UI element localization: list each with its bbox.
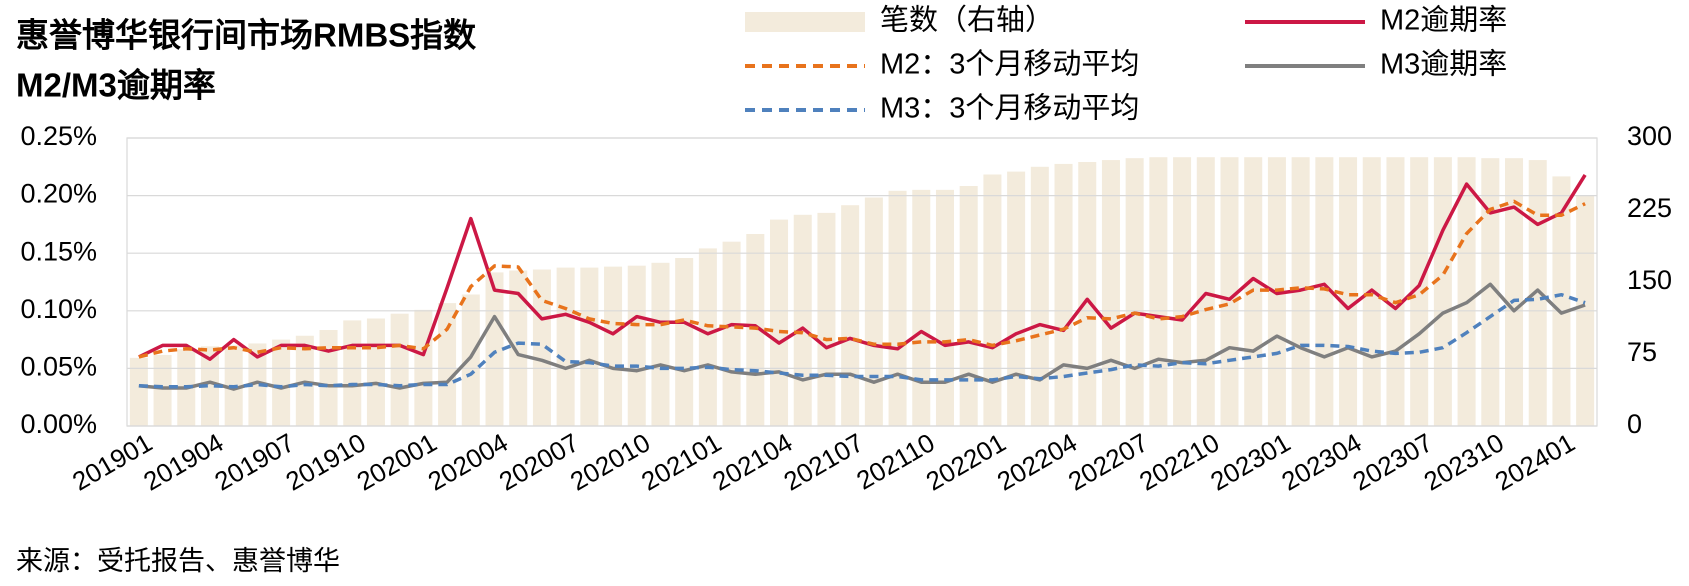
bar xyxy=(532,269,551,426)
bar xyxy=(153,354,172,426)
y2-tick-label: 225 xyxy=(1627,193,1672,223)
bar xyxy=(983,174,1002,426)
chart-subtitle: M2/M3逾期率 xyxy=(16,67,216,104)
x-tick-label: 202110 xyxy=(851,427,939,495)
legend-label: M3：3个月移动平均 xyxy=(880,92,1139,125)
legend-label: M2逾期率 xyxy=(1380,4,1507,37)
y-tick-label: 0.05% xyxy=(20,352,97,382)
bar xyxy=(1078,162,1097,426)
bar xyxy=(959,186,978,426)
bar xyxy=(770,219,789,426)
bar xyxy=(1457,157,1476,426)
bar xyxy=(698,248,717,426)
legend-swatch xyxy=(745,12,865,32)
x-tick-label: 202107 xyxy=(778,427,868,496)
y2-tick-label: 300 xyxy=(1627,121,1672,151)
bar xyxy=(746,234,765,426)
legend-label: M3逾期率 xyxy=(1380,48,1507,81)
bar xyxy=(461,294,480,426)
bar xyxy=(343,320,362,426)
bar xyxy=(651,262,670,426)
x-tick-label: 202007 xyxy=(494,427,584,496)
bar xyxy=(722,241,741,426)
x-tick-label: 202010 xyxy=(565,427,655,496)
bar xyxy=(935,189,954,426)
y-tick-label: 0.00% xyxy=(20,409,97,439)
bar xyxy=(485,272,504,426)
x-tick-label: 202310 xyxy=(1419,427,1509,496)
bar xyxy=(817,212,836,426)
x-tick-label: 202301 xyxy=(1205,427,1295,496)
line-series xyxy=(138,292,1586,389)
x-tick-label: 202207 xyxy=(1063,427,1153,496)
x-tick-label: 202210 xyxy=(1134,427,1224,496)
y-tick-label: 0.20% xyxy=(20,179,97,209)
bar xyxy=(556,267,575,426)
bar xyxy=(1196,157,1215,426)
bar xyxy=(319,330,338,426)
plot-frame xyxy=(126,137,1598,427)
bar xyxy=(1173,157,1192,426)
x-tick-label: 201904 xyxy=(138,427,228,496)
bar xyxy=(912,189,931,426)
bar xyxy=(1007,171,1026,426)
bar xyxy=(248,343,267,426)
x-tick-label: 202307 xyxy=(1347,427,1437,496)
y-tick-label: 0.10% xyxy=(20,294,97,324)
line-series xyxy=(138,199,1586,359)
bar xyxy=(793,214,812,426)
bar xyxy=(1386,157,1405,426)
bar xyxy=(1101,160,1120,426)
bar xyxy=(129,357,148,426)
bar xyxy=(509,270,528,426)
bar xyxy=(1433,157,1452,426)
bar xyxy=(1505,158,1524,426)
bar xyxy=(580,267,599,426)
bar xyxy=(675,258,694,426)
x-tick-label: 201910 xyxy=(281,427,371,496)
x-tick-label: 202304 xyxy=(1276,427,1366,496)
bar xyxy=(888,190,907,426)
line-series xyxy=(138,173,1587,361)
bar xyxy=(864,197,883,426)
x-tick-label: 202104 xyxy=(707,427,797,496)
x-tick-label: 202401 xyxy=(1490,427,1580,496)
y2-tick-label: 75 xyxy=(1627,337,1657,367)
source-note: 来源：受托报告、惠誉博华 xyxy=(16,546,340,576)
legend-label: M2：3个月移动平均 xyxy=(880,48,1139,81)
y2-tick-label: 0 xyxy=(1627,409,1642,439)
y-tick-label: 0.25% xyxy=(20,121,97,151)
x-tick-label: 201907 xyxy=(209,427,299,496)
bar xyxy=(1054,163,1073,427)
x-tick-label: 202204 xyxy=(992,427,1082,496)
bar xyxy=(604,266,623,426)
y2-tick-label: 150 xyxy=(1627,265,1672,295)
bar xyxy=(200,346,219,426)
x-tick-label: 202201 xyxy=(921,427,1011,496)
bar xyxy=(1339,157,1358,426)
y-tick-label: 0.15% xyxy=(20,236,97,266)
bar xyxy=(1125,158,1144,426)
x-tick-label: 202001 xyxy=(352,427,442,496)
bar xyxy=(1410,157,1429,426)
bar xyxy=(1149,157,1168,426)
bar xyxy=(1030,166,1049,427)
bar xyxy=(1315,157,1334,426)
bar xyxy=(390,313,409,426)
legend-label: 笔数（右轴） xyxy=(880,4,1054,37)
chart-title: 惠誉博华银行间市场RMBS指数 xyxy=(16,17,477,54)
bar xyxy=(1528,160,1547,426)
bar xyxy=(438,303,457,426)
bar xyxy=(841,205,860,426)
bar xyxy=(366,318,385,426)
x-tick-label: 202004 xyxy=(423,427,513,496)
bar xyxy=(272,339,291,426)
x-tick-label: 202101 xyxy=(636,427,726,496)
bar xyxy=(627,265,646,426)
bar xyxy=(1552,176,1571,426)
bar xyxy=(1481,158,1500,426)
